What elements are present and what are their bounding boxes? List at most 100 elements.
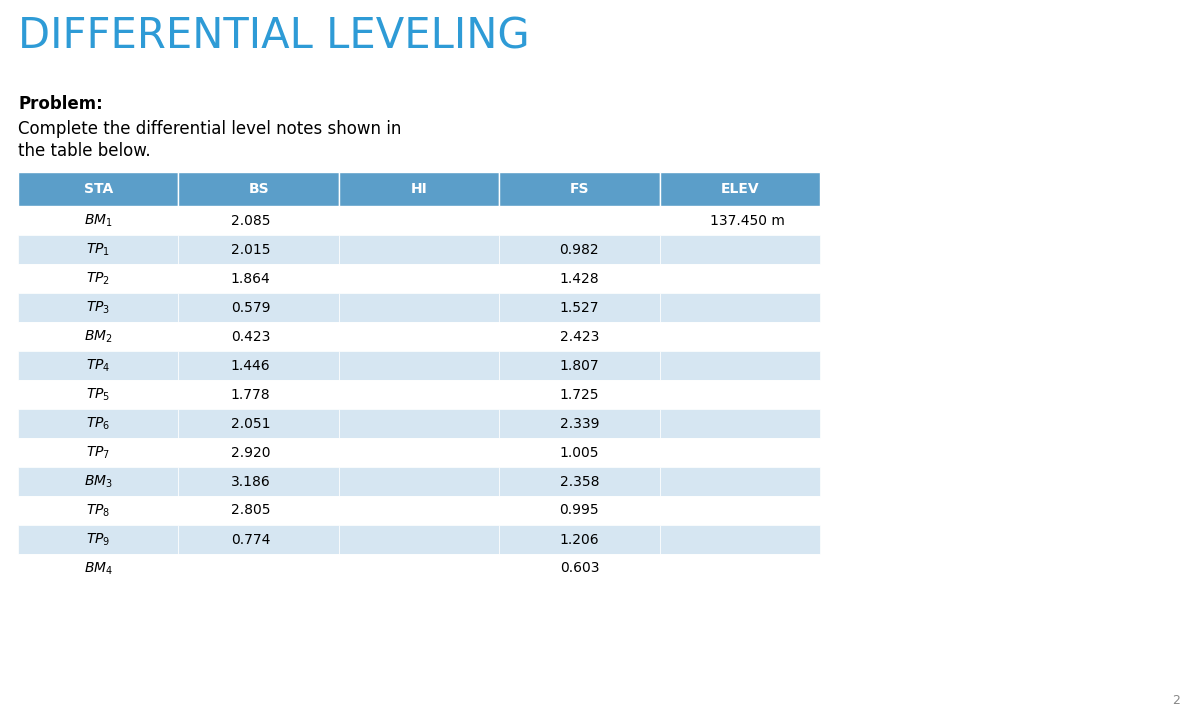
Text: 0.995: 0.995 <box>559 503 599 518</box>
Text: 2: 2 <box>1172 694 1180 707</box>
Text: 2.339: 2.339 <box>559 416 599 431</box>
Text: STA: STA <box>84 182 113 196</box>
Bar <box>499 172 660 206</box>
Text: $BM_3$: $BM_3$ <box>84 473 113 489</box>
Bar <box>660 172 820 206</box>
Text: 1.807: 1.807 <box>559 358 599 373</box>
Bar <box>499 496 660 525</box>
Text: ELEV: ELEV <box>720 182 760 196</box>
Bar <box>499 554 660 583</box>
Text: 3.186: 3.186 <box>230 474 270 489</box>
Bar <box>660 467 820 496</box>
Bar <box>499 293 660 322</box>
Bar <box>338 467 499 496</box>
Bar <box>18 467 179 496</box>
Bar <box>18 525 179 554</box>
Bar <box>660 409 820 438</box>
Text: $TP_1$: $TP_1$ <box>86 241 110 257</box>
Bar <box>179 409 338 438</box>
Text: 1.428: 1.428 <box>559 271 599 286</box>
Text: Problem:: Problem: <box>18 95 103 113</box>
Text: 2.920: 2.920 <box>230 445 270 460</box>
Bar <box>338 496 499 525</box>
Text: 1.864: 1.864 <box>230 271 270 286</box>
Text: $TP_5$: $TP_5$ <box>86 386 110 402</box>
Bar <box>18 554 179 583</box>
Bar <box>660 351 820 380</box>
Text: 0.982: 0.982 <box>559 242 599 257</box>
Text: 0.774: 0.774 <box>230 532 270 547</box>
Bar <box>660 293 820 322</box>
Bar <box>179 322 338 351</box>
Bar <box>499 525 660 554</box>
Text: $BM_1$: $BM_1$ <box>84 212 113 228</box>
Bar <box>18 293 179 322</box>
Text: 2.051: 2.051 <box>230 416 270 431</box>
Bar <box>338 172 499 206</box>
Text: FS: FS <box>570 182 589 196</box>
Bar <box>660 438 820 467</box>
Text: $BM_2$: $BM_2$ <box>84 328 113 344</box>
Text: the table below.: the table below. <box>18 142 151 160</box>
Text: 1.005: 1.005 <box>559 445 599 460</box>
Bar <box>338 409 499 438</box>
Bar <box>499 235 660 264</box>
Text: HI: HI <box>410 182 427 196</box>
Text: 1.206: 1.206 <box>559 532 599 547</box>
Bar <box>179 235 338 264</box>
Bar <box>499 409 660 438</box>
Bar <box>660 380 820 409</box>
Bar <box>660 322 820 351</box>
Bar <box>18 322 179 351</box>
Text: 1.527: 1.527 <box>559 300 599 315</box>
Bar <box>499 322 660 351</box>
Bar <box>179 496 338 525</box>
Text: 0.603: 0.603 <box>559 561 599 576</box>
Bar <box>179 264 338 293</box>
Bar <box>18 235 179 264</box>
Text: 2.805: 2.805 <box>230 503 270 518</box>
Text: $TP_7$: $TP_7$ <box>86 444 110 460</box>
Bar <box>499 467 660 496</box>
Bar <box>338 351 499 380</box>
Bar <box>18 496 179 525</box>
Bar <box>179 206 338 235</box>
Bar <box>338 525 499 554</box>
Bar <box>18 409 179 438</box>
Text: 0.423: 0.423 <box>230 329 270 344</box>
Bar <box>179 172 338 206</box>
Text: 2.015: 2.015 <box>230 242 270 257</box>
Text: $TP_4$: $TP_4$ <box>86 357 110 373</box>
Text: 2.358: 2.358 <box>559 474 599 489</box>
Bar <box>179 351 338 380</box>
Bar <box>179 380 338 409</box>
Bar <box>18 172 179 206</box>
Bar <box>179 438 338 467</box>
Bar <box>338 322 499 351</box>
Bar <box>660 264 820 293</box>
Bar <box>18 380 179 409</box>
Bar <box>18 206 179 235</box>
Bar <box>660 206 820 235</box>
Bar <box>660 496 820 525</box>
Bar <box>338 380 499 409</box>
Text: 0.579: 0.579 <box>230 300 270 315</box>
Bar <box>18 351 179 380</box>
Text: $TP_8$: $TP_8$ <box>86 502 110 518</box>
Text: Complete the differential level notes shown in: Complete the differential level notes sh… <box>18 120 401 138</box>
Text: BS: BS <box>248 182 269 196</box>
Bar <box>18 438 179 467</box>
Bar <box>660 525 820 554</box>
Bar <box>338 206 499 235</box>
Text: DIFFERENTIAL LEVELING: DIFFERENTIAL LEVELING <box>18 15 529 57</box>
Text: $BM_4$: $BM_4$ <box>84 560 113 576</box>
Text: 2.423: 2.423 <box>559 329 599 344</box>
Bar <box>660 235 820 264</box>
Bar <box>338 554 499 583</box>
Bar <box>499 206 660 235</box>
Bar <box>179 293 338 322</box>
Bar <box>179 467 338 496</box>
Bar <box>499 351 660 380</box>
Bar <box>179 525 338 554</box>
Bar <box>499 438 660 467</box>
